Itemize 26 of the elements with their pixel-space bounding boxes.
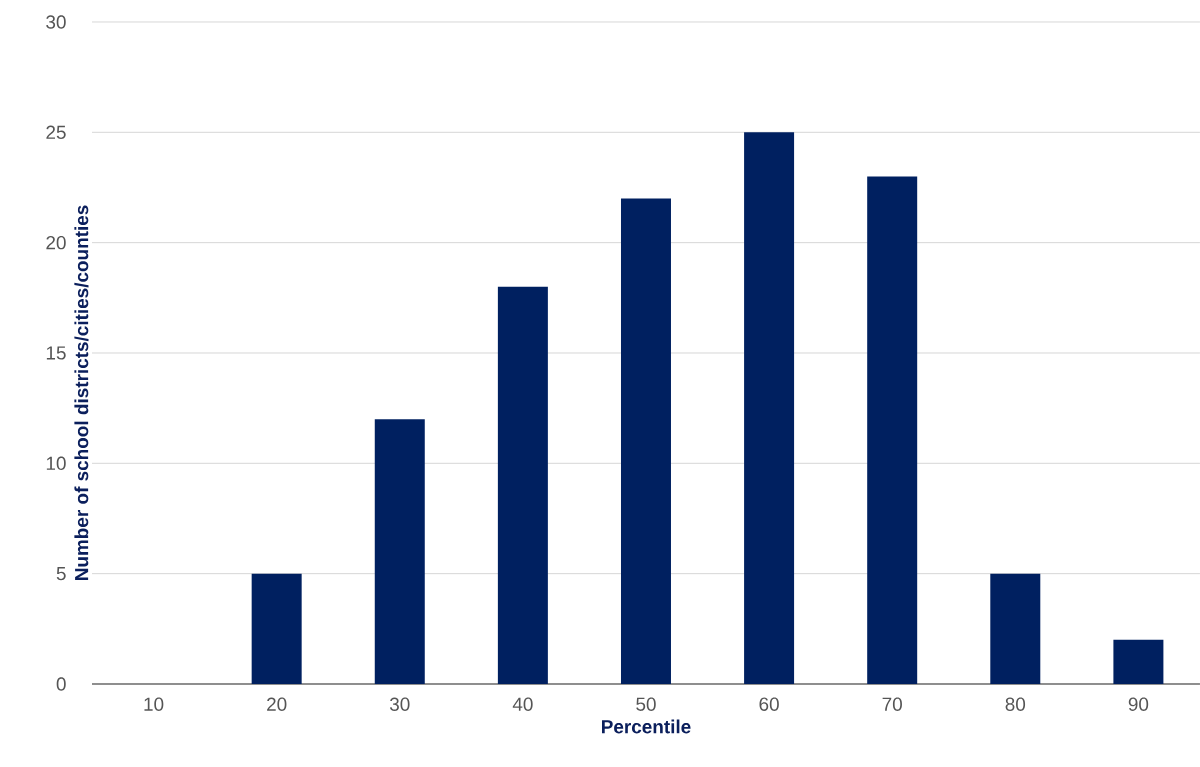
bar <box>620 198 671 684</box>
x-tick-label: 50 <box>636 697 656 711</box>
x-tick-label: 20 <box>267 697 287 711</box>
x-tick-label: 30 <box>389 697 410 711</box>
bar <box>1113 639 1164 684</box>
bar <box>374 419 425 684</box>
y-tick-label: 20 <box>46 235 66 250</box>
y-tick-label: 25 <box>46 125 66 140</box>
y-tick-label: 30 <box>46 15 66 29</box>
bar <box>867 176 918 684</box>
y-tick-label: 10 <box>46 456 66 471</box>
bar <box>497 286 548 684</box>
x-tick-label: 90 <box>1128 697 1149 711</box>
bar <box>990 573 1041 684</box>
y-tick-label: 5 <box>56 567 66 581</box>
x-axis-title: Percentile <box>602 719 691 734</box>
y-tick-label: 0 <box>56 677 66 691</box>
y-tick-label: 15 <box>46 346 66 360</box>
x-tick-label: 80 <box>1005 697 1026 711</box>
x-tick-label: 70 <box>882 697 902 711</box>
x-tick-label: 60 <box>759 697 779 711</box>
y-axis-title: Number of school districts/cities/counties <box>74 205 89 580</box>
x-tick-label: 10 <box>144 697 164 711</box>
x-tick-label: 40 <box>512 697 533 711</box>
bar <box>744 132 795 684</box>
bar <box>251 573 302 684</box>
